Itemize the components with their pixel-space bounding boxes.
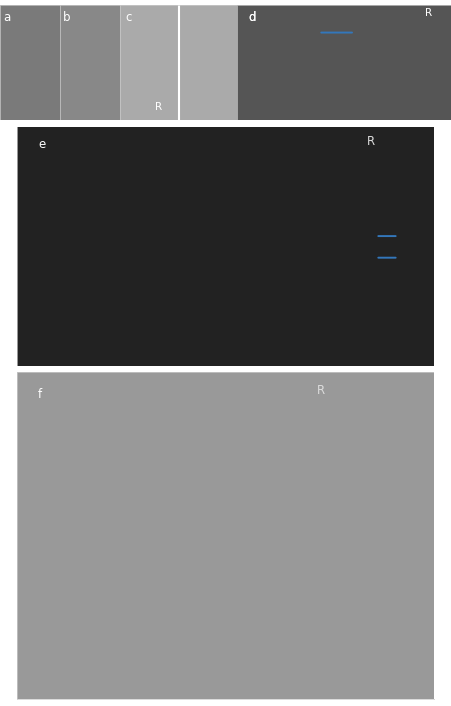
Text: f: f xyxy=(38,388,42,402)
Text: d: d xyxy=(248,11,255,24)
Text: R: R xyxy=(367,136,375,148)
Text: R: R xyxy=(317,383,325,397)
Text: b: b xyxy=(63,11,70,24)
Text: R: R xyxy=(155,102,162,112)
Text: a: a xyxy=(3,11,10,24)
Text: R: R xyxy=(425,8,433,18)
Text: e: e xyxy=(38,138,45,150)
Text: c: c xyxy=(126,11,132,24)
Text: d: d xyxy=(248,11,255,24)
